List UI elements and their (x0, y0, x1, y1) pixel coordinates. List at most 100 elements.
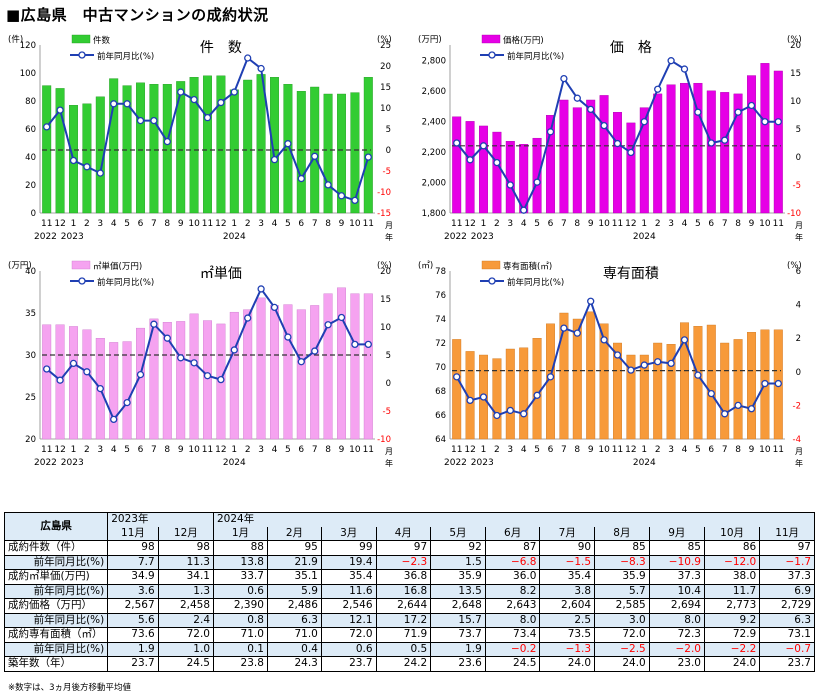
right-tick-label: 15 (790, 69, 801, 79)
left-tick-label: 20 (25, 181, 36, 191)
year-2024-header: 2024年 (213, 512, 815, 527)
left-tick-label: 64 (435, 435, 446, 445)
row-yoy-value: 8.0 (648, 612, 705, 628)
left-tick-label: 2,600 (422, 87, 446, 97)
yoy-point (600, 121, 608, 130)
x-tick-label: 4 (111, 219, 117, 229)
x-tick-label: 6 (138, 445, 144, 455)
x-tick-label: 1 (71, 219, 77, 229)
bar (203, 320, 212, 440)
yoy-point (707, 389, 715, 398)
x-suffix-year: 年 (385, 458, 393, 468)
footnote: ※数字は、3ヵ月後方移動平均値 (8, 683, 132, 693)
bar (639, 354, 649, 440)
bar (283, 304, 293, 440)
row-yoy-value: 12.1 (320, 612, 377, 628)
x-suffix-year: 年 (385, 232, 393, 242)
x-tick-label: 3 (507, 445, 513, 455)
row-value: 23.6 (430, 656, 486, 672)
yoy-point (546, 128, 555, 136)
yoy-point (230, 346, 238, 354)
yoy-point (520, 206, 528, 214)
x-tick-label: 1 (481, 219, 487, 229)
row-value: 38.0 (703, 569, 761, 585)
yoy-point (493, 158, 501, 167)
yoy-point (177, 354, 185, 362)
row-value: 88 (213, 540, 268, 556)
row-value: 2,648 (430, 598, 486, 614)
bar (693, 82, 703, 214)
x-tick-label: 3 (97, 445, 103, 455)
row-value: 98 (107, 540, 159, 556)
yoy-point (43, 123, 51, 131)
left-tick-label: 100 (20, 69, 36, 79)
row-value: 23.7 (759, 656, 815, 672)
yoy-point (493, 411, 501, 420)
x-tick-label: 11 (41, 219, 52, 229)
right-tick-label: -5 (383, 167, 391, 177)
x-tick-label: 8 (325, 219, 331, 229)
x-tick-label: 6 (298, 445, 304, 455)
month-header: 7月 (539, 526, 596, 541)
yoy-point (640, 361, 648, 369)
yoy-point (774, 118, 782, 126)
x-tick-label: 12 (625, 445, 636, 455)
yoy-point (96, 384, 104, 393)
yoy-point (270, 303, 279, 312)
yoy-point (466, 396, 474, 405)
yoy-point (640, 118, 648, 126)
left-axis-unit: (万円) (8, 261, 32, 271)
bar (626, 122, 636, 214)
x-tick-label: 11 (202, 219, 213, 229)
x-tick-label: 12 (215, 219, 226, 229)
yoy-point (123, 398, 131, 407)
row-yoy-value: 6.9 (759, 583, 815, 599)
row-yoy-value: 1.0 (157, 641, 215, 657)
right-tick-label: 15 (380, 295, 391, 305)
row-yoy-value: −2.2 (703, 641, 761, 657)
row-label: 成約㎡単価(万円) (3, 569, 109, 585)
x-tick-label: 6 (548, 445, 554, 455)
x-tick-label: 11 (612, 445, 623, 455)
row-value: 2,486 (266, 598, 322, 614)
right-tick-label: 0 (386, 379, 391, 389)
yoy-point (110, 100, 118, 108)
yoy-point (203, 114, 212, 122)
yoy-point (506, 181, 514, 189)
table-corner: 広島県 (3, 512, 109, 541)
x-tick-label: 3 (258, 445, 264, 455)
row-yoy-value: 2.5 (539, 612, 596, 628)
row-yoy-value: −0.7 (759, 641, 815, 657)
row-yoy-value: 0.6 (213, 583, 268, 599)
yoy-point (284, 333, 292, 341)
row-value: 92 (430, 540, 486, 556)
row-value: 2,643 (484, 598, 541, 614)
x-tick-label: 9 (339, 219, 345, 229)
left-tick-label: 2,800 (422, 56, 446, 66)
table-row: 成約件数（件） 98 98 88 95 99 97 92 87 90 85 85 86 97 (3, 540, 815, 556)
x-tick-label: 2 (84, 219, 90, 229)
row-value: 37.3 (759, 569, 815, 585)
x-tick-label: 12 (54, 219, 65, 229)
row-value: 73.5 (539, 627, 596, 643)
row-value: 2,585 (594, 598, 650, 614)
month-header: 3月 (320, 526, 377, 541)
bar (296, 309, 306, 440)
bar (122, 341, 132, 440)
x-tick-label: 8 (574, 219, 580, 229)
bar (149, 318, 159, 440)
x-suffix-month: 月 (795, 447, 803, 456)
year-2023-header: 2023年 (107, 512, 214, 527)
x-year-label: 2022 (444, 232, 467, 242)
x-tick-label: 10 (188, 219, 200, 229)
yoy-point (721, 410, 729, 418)
left-tick-label: 74 (435, 315, 446, 325)
x-tick-label: 5 (285, 445, 291, 455)
yoy-point (587, 105, 595, 114)
x-tick-label: 5 (534, 219, 540, 229)
yoy-point (337, 313, 346, 322)
x-tick-label: 1 (231, 445, 237, 455)
bar (680, 82, 689, 214)
x-tick-label: 2 (245, 445, 251, 455)
yoy-point (573, 329, 581, 337)
